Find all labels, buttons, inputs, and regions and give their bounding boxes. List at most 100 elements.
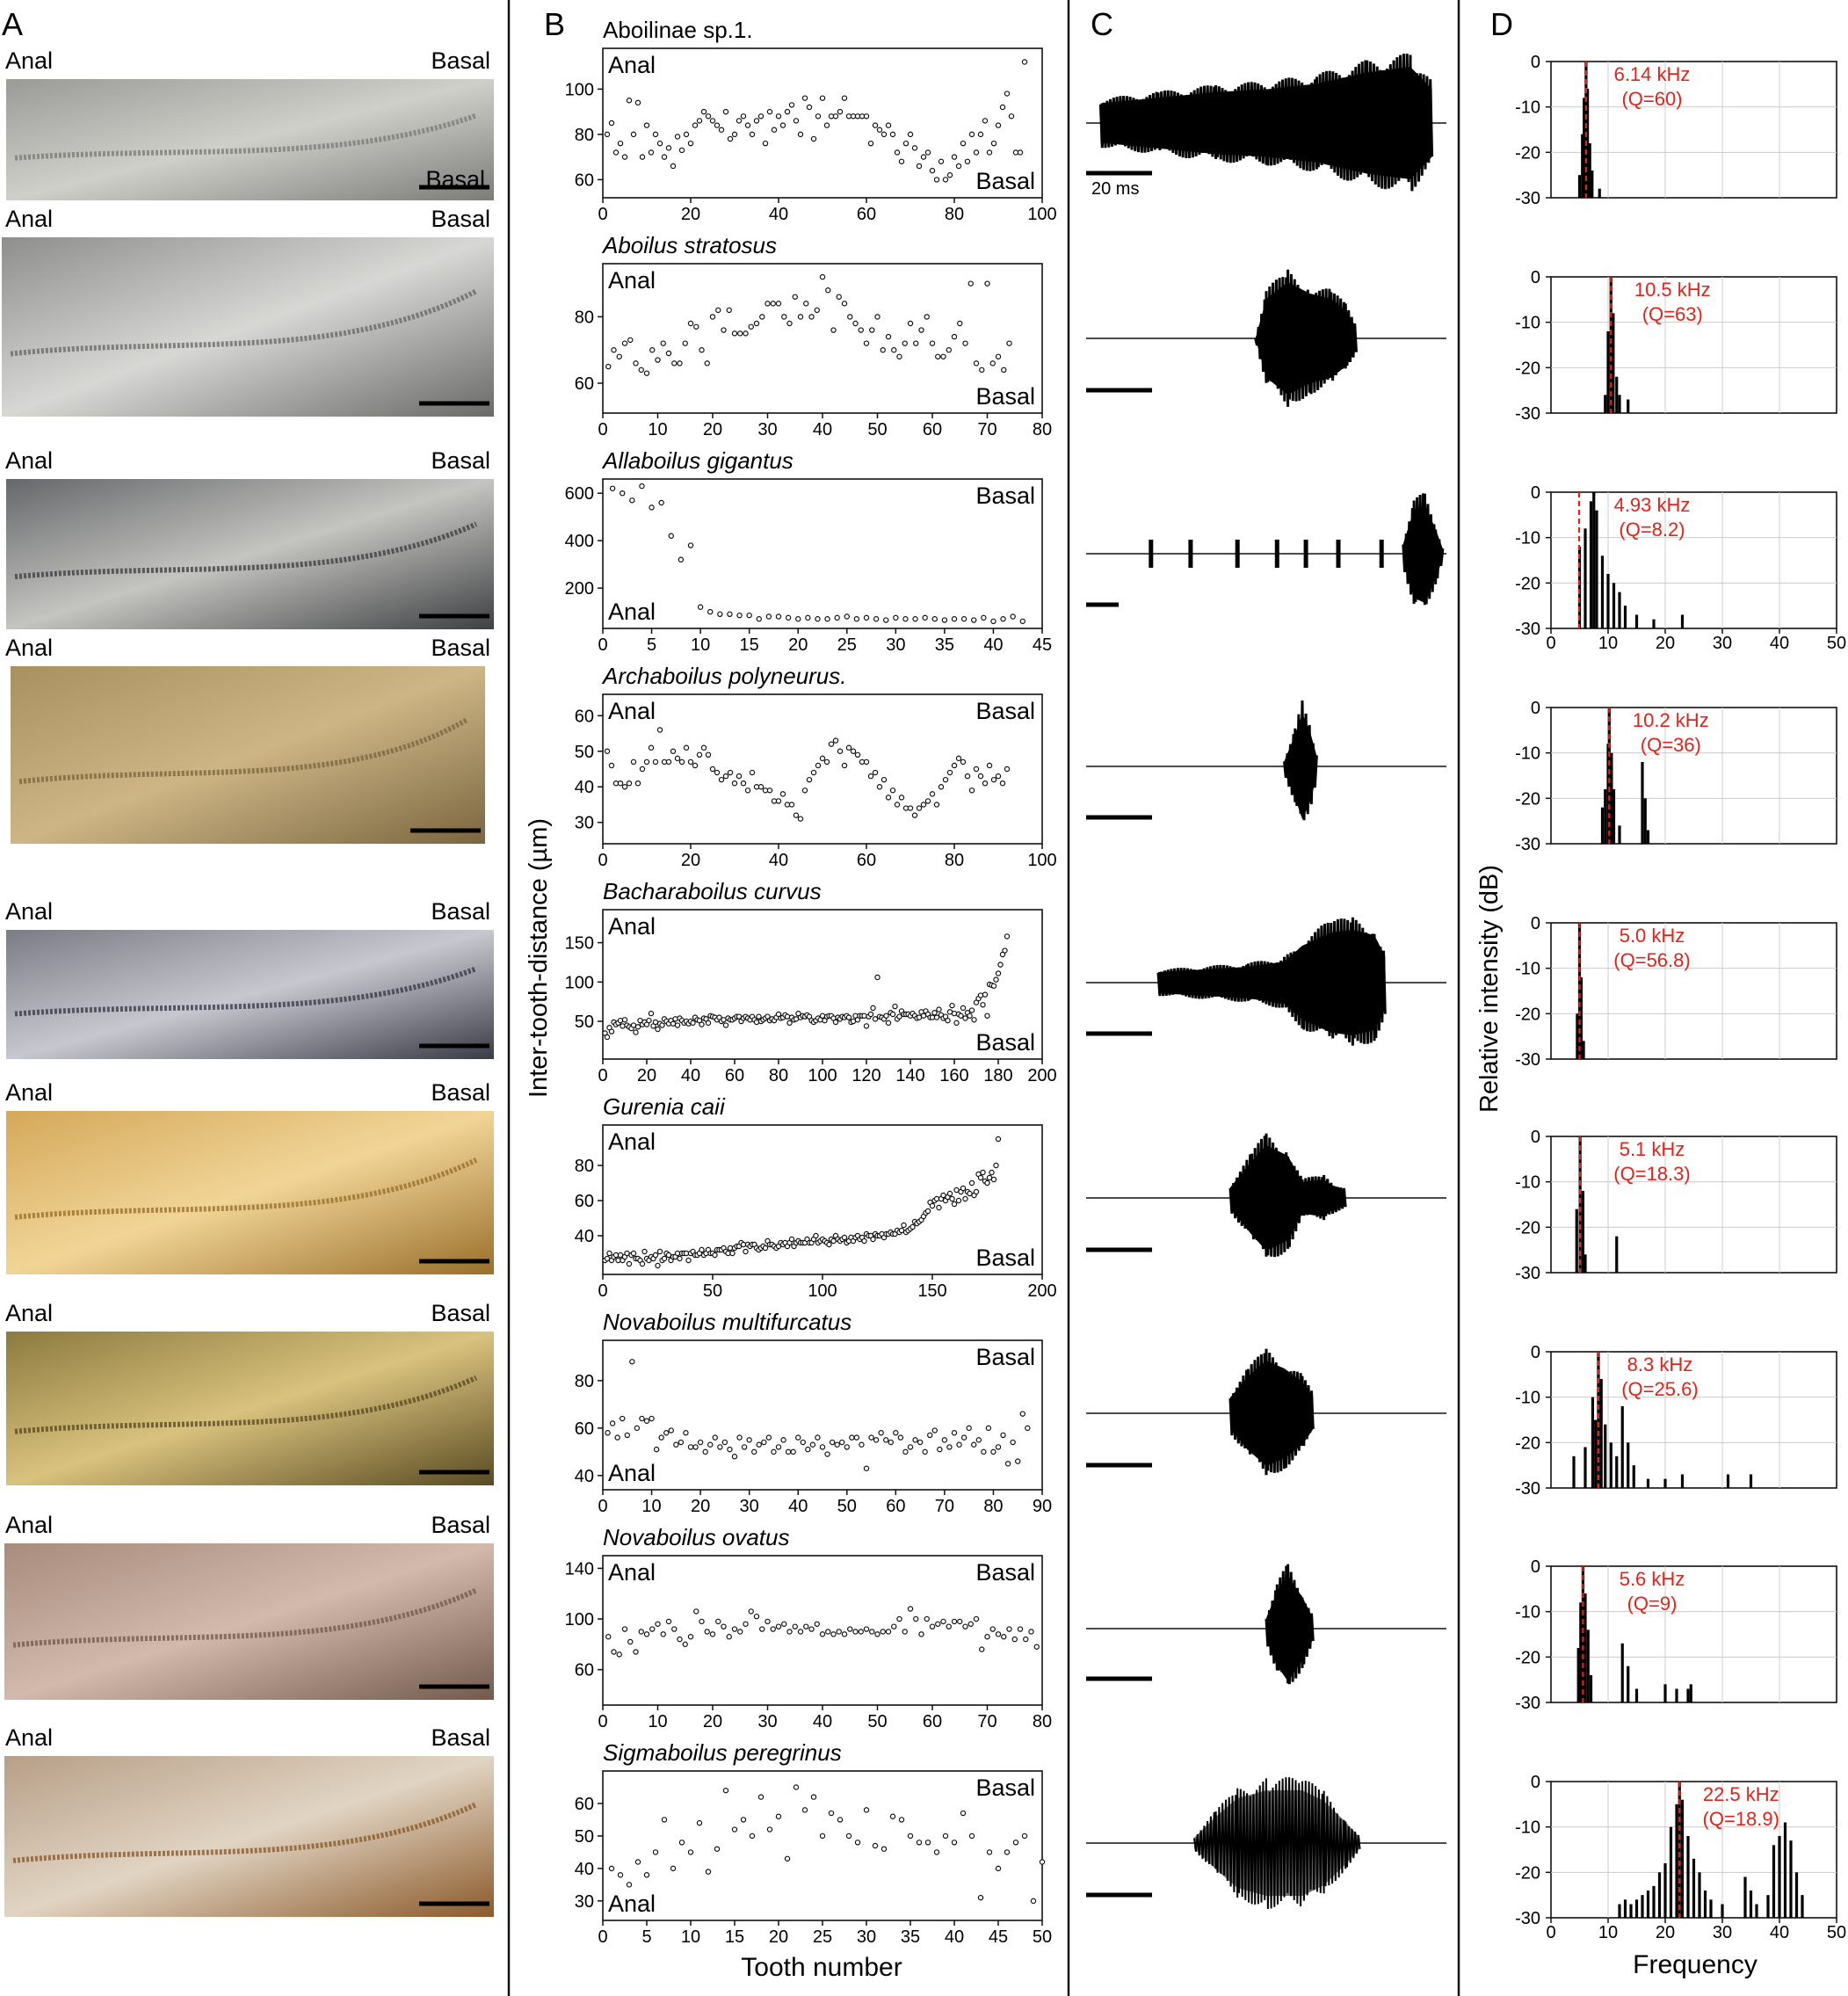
data-point <box>655 357 661 363</box>
plot-annotation: Basal <box>975 168 1035 194</box>
spectrum-bar <box>1652 1885 1656 1918</box>
data-point <box>797 1629 804 1635</box>
data-point <box>898 795 905 801</box>
data-point <box>671 1626 678 1632</box>
data-point <box>993 976 999 983</box>
burst-envelope <box>1402 504 1443 603</box>
data-point <box>1012 1840 1019 1846</box>
spectrum-bar <box>1641 762 1644 844</box>
data-point <box>727 769 734 776</box>
data-point <box>873 1437 880 1443</box>
data-point <box>800 1439 806 1446</box>
data-point <box>997 962 1004 968</box>
y-tick-label: 60 <box>575 1419 594 1439</box>
spectrum-bar <box>1600 807 1605 844</box>
label-anal: Anal <box>5 206 53 232</box>
data-point <box>633 1029 639 1035</box>
data-point <box>682 340 688 346</box>
x-tick-label: 0 <box>1546 634 1555 653</box>
spectrum-bar <box>1632 1465 1635 1488</box>
data-point <box>989 1169 995 1176</box>
data-point <box>718 127 725 133</box>
data-point <box>951 762 958 769</box>
data-point <box>801 95 808 101</box>
plot-annotation: Basal <box>975 383 1035 410</box>
data-point <box>907 131 914 138</box>
data-point <box>907 1606 914 1612</box>
label-basal: Basal <box>431 47 490 74</box>
x-tick-label: 20 <box>703 420 722 439</box>
spectrum-bar <box>1576 1648 1580 1702</box>
x-tick-label: 20 <box>637 1066 656 1085</box>
data-point <box>876 127 883 133</box>
data-point <box>986 762 993 769</box>
spectrum-bar <box>1609 277 1612 413</box>
spectrum-bar <box>1581 1191 1584 1273</box>
fossil-photo <box>4 1543 494 1700</box>
q-factor-label: (Q=18.9) <box>1703 1808 1779 1830</box>
data-point <box>819 1013 826 1019</box>
data-point <box>937 1446 943 1453</box>
data-point <box>912 616 918 622</box>
data-point <box>845 1014 852 1020</box>
data-point <box>696 1819 703 1826</box>
x-tick-label: 30 <box>1713 634 1732 653</box>
data-point <box>621 340 628 346</box>
data-point <box>933 177 940 183</box>
data-point <box>766 108 773 115</box>
label-basal: Basal <box>431 1300 490 1326</box>
data-point <box>834 1441 840 1448</box>
spectrum-bar <box>1610 752 1613 844</box>
plot-annotation: Basal <box>975 1775 1035 1801</box>
label-basal-inner: Basal <box>425 166 485 192</box>
data-point <box>616 353 622 359</box>
data-point <box>869 327 875 333</box>
plot-title: Bacharaboilus curvus <box>603 878 822 904</box>
plot-title: Novaboilus multifurcatus <box>603 1309 852 1335</box>
data-point <box>639 483 645 490</box>
data-point <box>956 1441 962 1448</box>
spectrum-bar <box>1749 1891 1753 1918</box>
stridulatory-vein <box>12 1587 478 1648</box>
spectrum-plot: 0 -10 -20 -30 5.0 kHz(Q=56.8) <box>1515 914 1837 1070</box>
data-point <box>924 1615 930 1622</box>
data-point <box>652 131 659 138</box>
data-point <box>727 135 734 142</box>
y-tick-label: 40 <box>575 1860 594 1879</box>
spectrum-bar <box>1726 1474 1730 1488</box>
data-point <box>902 1448 909 1455</box>
data-point <box>861 1238 867 1245</box>
data-point <box>649 1626 656 1632</box>
data-point <box>665 1618 672 1625</box>
data-point <box>977 1894 984 1901</box>
waveform-trace <box>1086 1777 1446 1910</box>
data-point <box>1030 1898 1037 1905</box>
data-point <box>626 780 633 787</box>
spectrum-plot: 0 -10 -20 -30 10.2 kHz (Q=36) <box>1515 699 1837 854</box>
y-tick-label: 60 <box>575 1661 594 1680</box>
data-point <box>999 104 1006 111</box>
data-point <box>922 1448 928 1455</box>
data-point <box>761 1439 767 1446</box>
data-point <box>819 1444 826 1450</box>
scatter-plot: Aboilus stratosus 0 10 20 30 40 50 60 70 80 60 80 An… <box>575 232 1052 439</box>
data-point <box>863 1626 870 1632</box>
data-point <box>756 616 762 622</box>
y-tick-label: 0 <box>1531 483 1540 503</box>
plot-annotation: Anal <box>608 1129 656 1155</box>
data-point <box>659 1022 665 1028</box>
data-point <box>714 122 721 128</box>
data-point <box>973 360 980 367</box>
burst-envelope <box>1284 714 1317 819</box>
data-point <box>736 1434 743 1441</box>
data-point <box>995 1444 1002 1450</box>
data-point <box>867 140 874 147</box>
spectrum-bar <box>1577 175 1582 198</box>
data-point <box>797 131 804 138</box>
data-point <box>889 788 896 794</box>
data-point <box>1004 1849 1011 1855</box>
spectrum-bar <box>1743 1876 1747 1918</box>
x-tick-label: 60 <box>923 420 942 439</box>
burst-envelope <box>1158 930 1386 1035</box>
spectrum-bar <box>1623 1899 1627 1918</box>
